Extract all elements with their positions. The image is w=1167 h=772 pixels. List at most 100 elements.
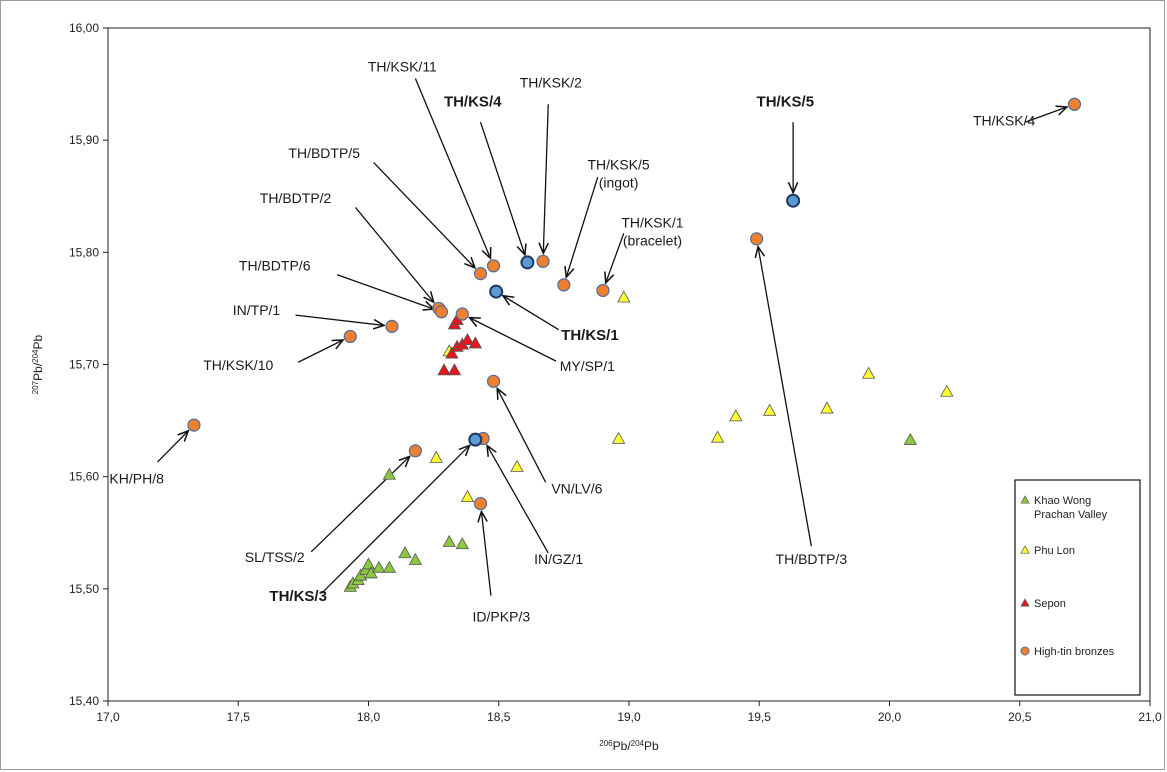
point-phu-lon [762, 403, 777, 416]
y-tick-label: 15,40 [69, 694, 99, 708]
label-th-ksk-2: TH/KSK/2 [520, 74, 582, 90]
point-khao-wong-prachan-valley [408, 552, 423, 565]
axis-title-part: Pb/ [31, 362, 45, 381]
point-phu-lon [460, 490, 475, 503]
x-tick-label: 19,0 [617, 710, 641, 724]
arrow-th-ksk-10 [297, 340, 343, 363]
y-tick-label: 15,90 [69, 133, 99, 147]
point-high-tin-bronzes [187, 418, 201, 432]
point-th-ks-samples [468, 432, 483, 447]
legend: Khao Wong Prachan Valley Phu Lon Sepon High-… [1014, 479, 1141, 696]
legend-label: Khao Wong [1034, 495, 1091, 507]
point-high-tin-bronzes [536, 254, 550, 268]
arrow-vn-lv-6 [497, 388, 547, 483]
point-high-tin-bronzes [596, 283, 610, 298]
arrow-th-bdtp-3 [758, 247, 812, 547]
arrow-th-ksk-1 [606, 233, 625, 283]
arrow-in-tp-1 [295, 314, 384, 325]
y-tick-label: 15,60 [69, 470, 99, 484]
point-high-tin-bronzes [455, 307, 469, 321]
arrow-id-pkp-3 [481, 512, 492, 596]
point-phu-lon [611, 431, 626, 444]
point-sepon [447, 363, 462, 376]
label-th-bdtp-5: TH/BDTP/5 [288, 145, 360, 161]
point-high-tin-bronzes [486, 374, 501, 388]
point-khao-wong-prachan-valley [361, 557, 376, 570]
point-phu-lon [617, 290, 631, 303]
y-tick-label: 15,70 [69, 358, 99, 372]
arrow-th-ks-4 [479, 122, 525, 255]
x-tick-label: 17,0 [96, 710, 120, 724]
label-th-ks-5: TH/KS/5 [757, 94, 815, 111]
arrow-th-bdtp-2 [354, 207, 433, 302]
arrow-th-bdtp-5 [373, 162, 475, 268]
point-phu-lon [940, 384, 954, 397]
point-khao-wong-prachan-valley [398, 546, 412, 559]
label-in-tp-1: IN/TP/1 [233, 302, 281, 318]
label-sl-tss-2: SL/TSS/2 [245, 549, 305, 565]
point-high-tin-bronzes [385, 319, 399, 333]
point-sepon [445, 346, 459, 359]
point-phu-lon [510, 459, 524, 472]
axis-title-part: 204 [31, 349, 40, 363]
label-th-bdtp-6: TH/BDTP/6 [239, 257, 311, 273]
axis-title-part: 206 [599, 739, 613, 748]
legend-label: Sepon [1034, 598, 1066, 610]
y-tick-label: 15,50 [69, 582, 99, 596]
axes: 17,0 17,5 18,0 18,5 19,0 19,5 20,0 20,5 21,0 15,4… [31, 21, 1162, 753]
x-tick-label: 21,0 [1138, 710, 1162, 724]
label-vn-lv-6: VN/LV/6 [551, 480, 602, 496]
point-khao-wong-prachan-valley [442, 534, 456, 547]
point-phu-lon [861, 366, 876, 379]
label-kh-ph-8: KH/PH/8 [109, 470, 164, 486]
point-high-tin-bronzes [434, 305, 449, 319]
label-th-ksk-4: TH/KSK/4 [973, 113, 1035, 129]
legend-label: Prachan Valley [1034, 509, 1108, 521]
point-high-tin-bronzes [408, 444, 422, 458]
label-th-ks-4: TH/KS/4 [444, 94, 502, 111]
legend-marker [1020, 598, 1030, 607]
point-phu-lon [429, 450, 443, 463]
point-sepon [460, 332, 475, 346]
x-axis-title: 206Pb/204Pb [599, 739, 659, 753]
point-high-tin-bronzes [750, 232, 764, 246]
label-th-bdtp-3: TH/BDTP/3 [776, 551, 848, 567]
legend-marker [1020, 646, 1030, 656]
arrow-th-ksk-11 [414, 78, 490, 258]
label-th-ksk-1-sub: (bracelet) [623, 233, 682, 249]
arrow-th-ksk-5 [566, 176, 599, 277]
point-high-tin-bronzes [343, 329, 357, 344]
legend-label: High-tin bronzes [1034, 646, 1115, 658]
x-tick-label: 18,5 [487, 710, 511, 724]
x-tick-label: 20,5 [1008, 710, 1032, 724]
annotation-arrows [157, 78, 1066, 596]
axis-title-part: Pb [31, 334, 45, 349]
legend-label: Phu Lon [1034, 545, 1075, 557]
arrow-th-ks-3 [321, 445, 470, 594]
label-in-gz-1: IN/GZ/1 [534, 551, 583, 567]
arrow-sl-tss-2 [310, 456, 409, 553]
legend-marker [1020, 545, 1030, 554]
arrow-my-sp-1 [469, 318, 557, 362]
label-id-pkp-3: ID/PKP/3 [473, 608, 531, 624]
label-th-ksk-11: TH/KSK/11 [368, 59, 437, 75]
point-khao-wong-prachan-valley [382, 560, 397, 573]
x-tick-label: 19,5 [748, 710, 772, 724]
label-th-ksk-1: TH/KSK/1 [621, 215, 683, 231]
arrow-kh-ph-8 [157, 431, 188, 463]
point-khao-wong-prachan-valley [903, 432, 918, 445]
label-th-ks-3: TH/KS/3 [269, 588, 327, 605]
annotation-labels: TH/KSK/11 TH/KS/4 TH/KSK/2 TH/KS/5 TH/KSK/4 T… [109, 59, 1035, 625]
axis-title-part: 204 [631, 739, 645, 748]
point-khao-wong-prachan-valley [382, 467, 397, 480]
plot-area [107, 27, 1151, 702]
label-th-ksk-5: TH/KSK/5 [587, 156, 649, 172]
arrow-th-ksk-2 [543, 104, 548, 253]
x-tick-label: 17,5 [227, 710, 251, 724]
x-tick-label: 20,0 [878, 710, 902, 724]
y-axis-title: 207Pb/204Pb [31, 334, 45, 394]
point-sepon [437, 363, 451, 376]
x-tick-label: 18,0 [357, 710, 381, 724]
point-high-tin-bronzes [1067, 97, 1082, 111]
